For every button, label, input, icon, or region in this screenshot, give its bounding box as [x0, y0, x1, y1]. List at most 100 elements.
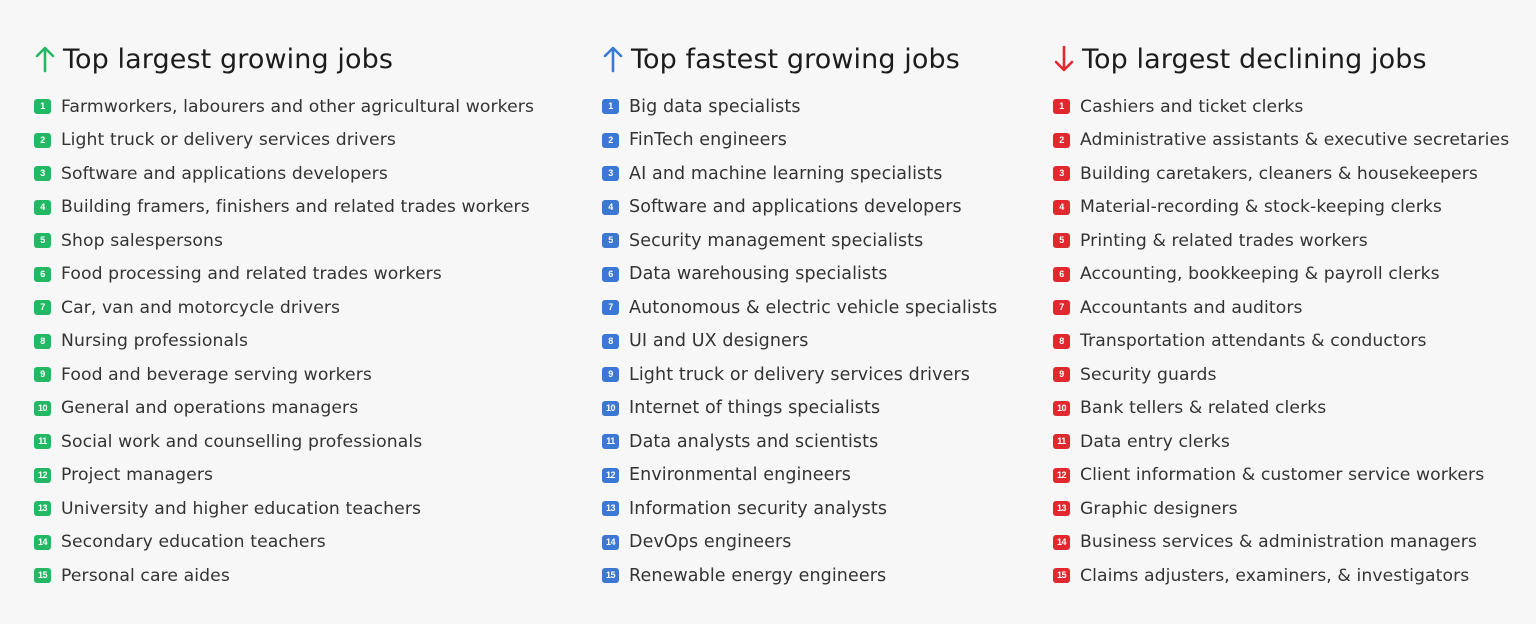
rank-badge: 4 — [602, 199, 619, 215]
list-item: 9 Security guards — [1053, 358, 1523, 392]
job-label: Autonomous & electric vehicle specialist… — [629, 297, 998, 318]
rank-badge: 5 — [1053, 233, 1070, 249]
job-label: Bank tellers & related clerks — [1080, 398, 1327, 419]
list-item: 4 Material-recording & stock-keeping cler… — [1053, 191, 1523, 225]
list-item: 7 Autonomous & electric vehicle specialis… — [602, 291, 1032, 325]
job-label: Data analysts and scientists — [629, 431, 879, 452]
job-label: Food processing and related trades worke… — [61, 264, 442, 285]
list-item: 10 Internet of things specialists — [602, 392, 1032, 426]
rank-badge: 5 — [602, 233, 619, 249]
column-largest-growing: Top largest growing jobs 1 Farmworkers, l… — [34, 38, 574, 593]
job-label: Secondary education teachers — [61, 532, 326, 553]
rank-badge: 5 — [34, 233, 51, 249]
list-item: 12 Environmental engineers — [602, 459, 1032, 493]
column-header: Top largest growing jobs — [34, 38, 574, 80]
job-label: Security guards — [1080, 364, 1217, 385]
job-label: Claims adjusters, examiners, & investiga… — [1080, 565, 1470, 586]
job-label: Car, van and motorcycle drivers — [61, 297, 341, 318]
rank-badge: 14 — [34, 534, 51, 550]
list-item: 7 Accountants and auditors — [1053, 291, 1523, 325]
list-item: 4 Building framers, finishers and related… — [34, 191, 574, 225]
job-label: Client information & customer service wo… — [1080, 465, 1485, 486]
list-item: 13 Graphic designers — [1053, 492, 1523, 526]
rank-badge: 13 — [34, 501, 51, 517]
list-item: 15 Personal care aides — [34, 559, 574, 593]
rank-badge: 8 — [1053, 333, 1070, 349]
rank-badge: 11 — [1053, 434, 1070, 450]
list-item: 5 Shop salespersons — [34, 224, 574, 258]
job-label: Data warehousing specialists — [629, 264, 888, 285]
rank-badge: 9 — [34, 367, 51, 383]
rank-badge: 7 — [1053, 300, 1070, 316]
list-item: 8 UI and UX designers — [602, 325, 1032, 359]
rank-badge: 4 — [34, 199, 51, 215]
job-label: Big data specialists — [629, 96, 801, 117]
rank-badge: 6 — [1053, 266, 1070, 282]
list-item: 10 Bank tellers & related clerks — [1053, 392, 1523, 426]
rank-badge: 1 — [34, 99, 51, 115]
job-label: Graphic designers — [1080, 498, 1238, 519]
job-label: University and higher education teachers — [61, 498, 422, 519]
job-label: Accounting, bookkeeping & payroll clerks — [1080, 264, 1440, 285]
job-label: Nursing professionals — [61, 331, 249, 352]
list-item: 1 Farmworkers, labourers and other agricu… — [34, 90, 574, 124]
job-label: Software and applications developers — [629, 197, 962, 218]
rank-badge: 15 — [602, 568, 619, 584]
job-label: Information security analysts — [629, 498, 888, 519]
list-item: 5 Security management specialists — [602, 224, 1032, 258]
rank-badge: 14 — [1053, 534, 1070, 550]
rank-badge: 8 — [34, 333, 51, 349]
list-item: 3 AI and machine learning specialists — [602, 157, 1032, 191]
rank-badge: 11 — [602, 434, 619, 450]
job-label: DevOps engineers — [629, 532, 792, 553]
list-item: 13 University and higher education teache… — [34, 492, 574, 526]
rank-badge: 10 — [602, 400, 619, 416]
job-label: Printing & related trades workers — [1080, 230, 1368, 251]
job-label: Cashiers and ticket clerks — [1080, 96, 1304, 117]
job-label: Security management specialists — [629, 230, 924, 251]
rank-badge: 2 — [1053, 132, 1070, 148]
rank-badge: 2 — [602, 132, 619, 148]
rank-badge: 8 — [602, 333, 619, 349]
rank-badge: 2 — [34, 132, 51, 148]
job-label: Renewable energy engineers — [629, 565, 887, 586]
job-label: Material-recording & stock-keeping clerk… — [1080, 197, 1442, 218]
rank-badge: 4 — [1053, 199, 1070, 215]
rank-badge: 11 — [34, 434, 51, 450]
job-label: Data entry clerks — [1080, 431, 1230, 452]
job-label: Farmworkers, labourers and other agricul… — [61, 96, 535, 117]
rank-badge: 12 — [34, 467, 51, 483]
column-header: Top largest declining jobs — [1053, 38, 1523, 80]
list-item: 3 Building caretakers, cleaners & houseke… — [1053, 157, 1523, 191]
job-label: Environmental engineers — [629, 465, 851, 486]
list-item: 8 Nursing professionals — [34, 325, 574, 359]
rank-badge: 3 — [34, 166, 51, 182]
rank-badge: 7 — [34, 300, 51, 316]
rank-badge: 10 — [1053, 400, 1070, 416]
job-label: Light truck or delivery services drivers — [629, 364, 970, 385]
list-item: 6 Data warehousing specialists — [602, 258, 1032, 292]
rank-badge: 3 — [602, 166, 619, 182]
rank-badge: 13 — [1053, 501, 1070, 517]
rank-badge: 6 — [602, 266, 619, 282]
list-item: 10 General and operations managers — [34, 392, 574, 426]
job-label: Project managers — [61, 465, 214, 486]
job-label: Business services & administration manag… — [1080, 532, 1477, 553]
job-label: Transportation attendants & conductors — [1080, 331, 1427, 352]
list-item: 8 Transportation attendants & conductors — [1053, 325, 1523, 359]
list-item: 2 Administrative assistants & executive s… — [1053, 124, 1523, 158]
job-list: 1 Big data specialists 2 FinTech engineers… — [602, 90, 1032, 593]
column-title: Top largest growing jobs — [63, 43, 394, 75]
job-label: General and operations managers — [61, 398, 359, 419]
job-label: Internet of things specialists — [629, 398, 881, 419]
rank-badge: 3 — [1053, 166, 1070, 182]
rank-badge: 7 — [602, 300, 619, 316]
job-label: Building framers, finishers and related … — [61, 197, 530, 218]
rank-badge: 9 — [602, 367, 619, 383]
job-list: 1 Farmworkers, labourers and other agricu… — [34, 90, 574, 593]
job-label: AI and machine learning specialists — [629, 163, 943, 184]
list-item: 9 Light truck or delivery services driver… — [602, 358, 1032, 392]
list-item: 15 Renewable energy engineers — [602, 559, 1032, 593]
job-label: UI and UX designers — [629, 331, 809, 352]
job-label: Social work and counselling professional… — [61, 431, 423, 452]
